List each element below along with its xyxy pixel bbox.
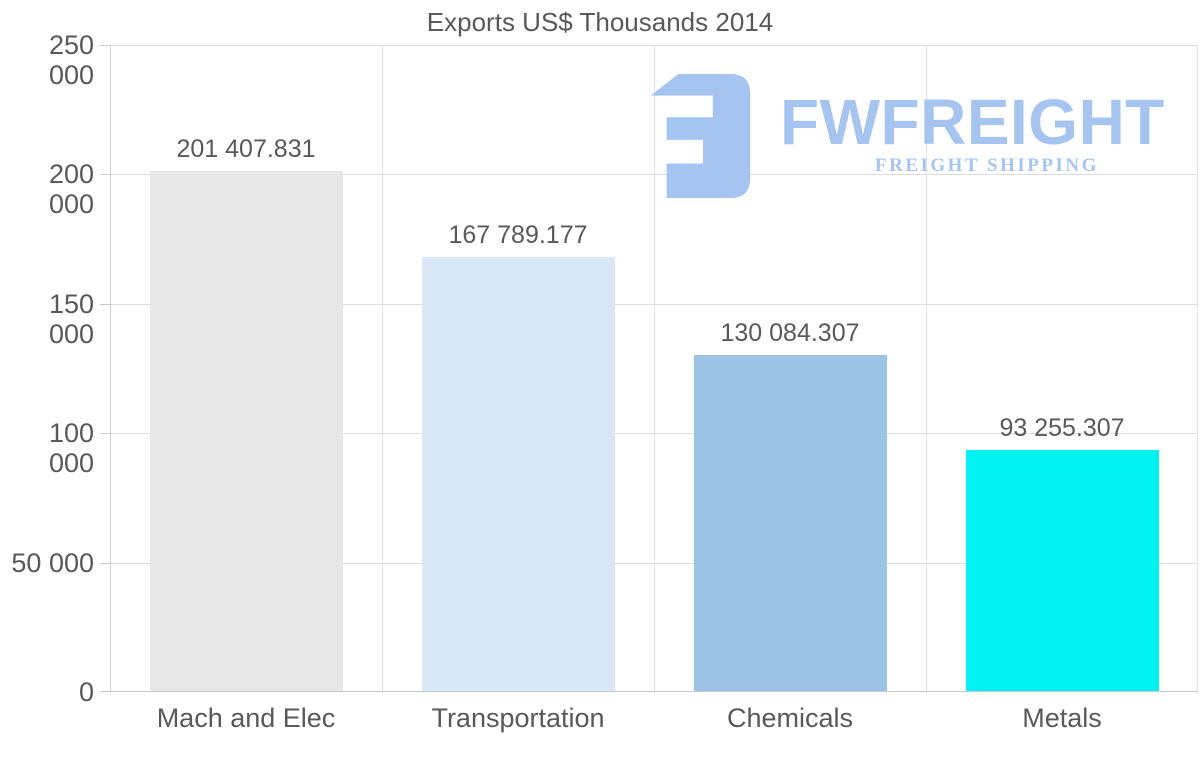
y-axis-line — [110, 45, 111, 692]
gridline-vertical — [382, 45, 383, 692]
x-axis-label-chemicals: Chemicals — [726, 703, 854, 733]
y-axis-tick-label: 100 000 — [48, 418, 94, 478]
gridline-vertical — [1197, 45, 1198, 692]
y-axis-tick — [100, 304, 110, 305]
gridline-vertical — [654, 45, 655, 692]
y-axis-tick — [100, 433, 110, 434]
tagline-text: FREIGHT SHIPPING — [875, 155, 1099, 176]
y-axis-tick-label: 200 000 — [48, 159, 94, 219]
plot-area: 201 407.831 167 789.177 130 084.307 93 255.… — [110, 45, 1198, 692]
y-axis-tick-label: 50 000 — [11, 548, 94, 578]
x-axis-label-metals: Metals — [1022, 703, 1102, 733]
brand-text: FWFREIGHT — [780, 86, 1165, 158]
chart-title: Exports US$ Thousands 2014 — [426, 7, 774, 37]
bar-value-label: 201 407.831 — [176, 135, 316, 163]
bar-transportation — [422, 257, 615, 691]
x-axis-label-transportation: Transportation — [431, 703, 605, 733]
y-axis-tick-label: 150 000 — [48, 289, 94, 349]
bar-value-label: 167 789.177 — [448, 221, 588, 249]
y-axis-tick-label: 0 — [78, 677, 94, 707]
bar-chemicals — [694, 355, 887, 691]
watermark-logo: FWFREIGHT FREIGHT SHIPPING — [648, 74, 1164, 204]
freight-logo-icon — [651, 74, 751, 198]
bar-metals — [966, 450, 1159, 691]
bar-value-label: 93 255.307 — [999, 414, 1125, 442]
bar-mach-and-elec — [150, 171, 343, 691]
y-axis-tick — [100, 563, 110, 564]
gridline-vertical — [926, 45, 927, 692]
y-axis-tick — [100, 45, 110, 46]
bar-value-label: 130 084.307 — [720, 319, 860, 347]
x-axis-baseline — [110, 691, 1198, 692]
y-axis-tick-label: 250 000 — [48, 30, 94, 90]
x-axis-label-mach-and-elec: Mach and Elec — [156, 703, 336, 733]
y-axis-tick — [100, 691, 110, 692]
y-axis-tick — [100, 174, 110, 175]
